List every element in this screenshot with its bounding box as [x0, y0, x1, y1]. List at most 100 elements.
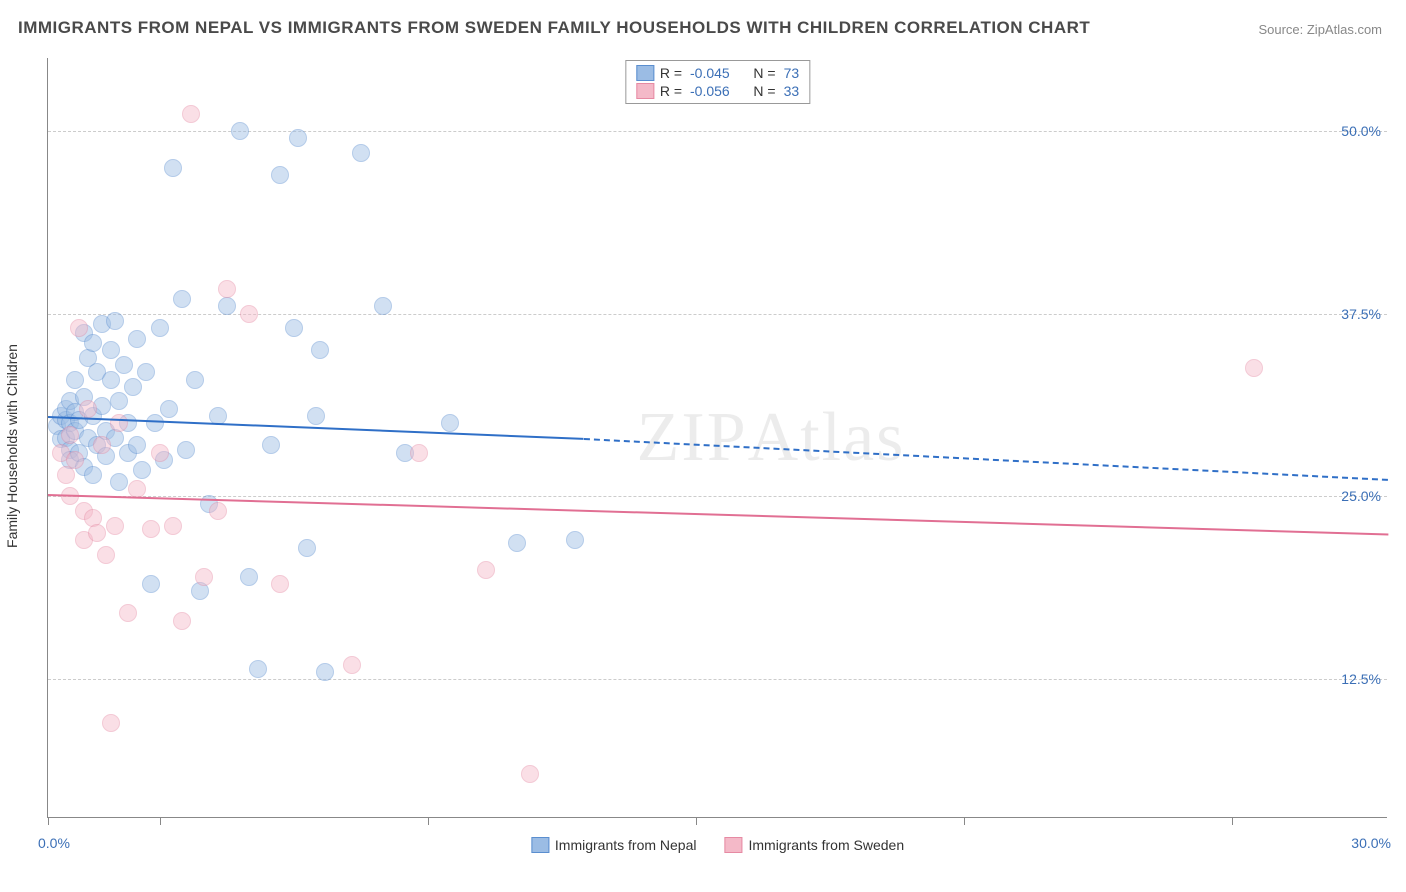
data-point: [195, 568, 213, 586]
data-point: [88, 524, 106, 542]
data-point: [218, 297, 236, 315]
data-point: [124, 378, 142, 396]
legend-n-label: N =: [753, 83, 775, 99]
x-tick: [964, 817, 965, 825]
x-tick: [48, 817, 49, 825]
data-point: [374, 297, 392, 315]
data-point: [173, 612, 191, 630]
data-point: [106, 517, 124, 535]
data-point: [271, 575, 289, 593]
legend-r-value: -0.045: [690, 65, 730, 81]
legend-row: R = -0.045 N = 73: [636, 64, 799, 82]
plot-area: ZIPAtlas R =-0.045 N =73R =-0.056 N =33 …: [47, 58, 1387, 818]
data-point: [289, 129, 307, 147]
data-point: [106, 312, 124, 330]
data-point: [285, 319, 303, 337]
data-point: [441, 414, 459, 432]
data-point: [128, 330, 146, 348]
data-point: [218, 280, 236, 298]
data-point: [142, 520, 160, 538]
legend-item: Immigrants from Sweden: [724, 837, 904, 853]
data-point: [128, 436, 146, 454]
data-point: [93, 436, 111, 454]
data-point: [84, 334, 102, 352]
data-point: [521, 765, 539, 783]
legend-r-label: R =: [660, 83, 682, 99]
data-point: [164, 517, 182, 535]
data-point: [173, 290, 191, 308]
legend-n-value: 33: [784, 83, 800, 99]
y-tick-label: 12.5%: [1341, 671, 1381, 687]
data-point: [133, 461, 151, 479]
data-point: [160, 400, 178, 418]
data-point: [97, 546, 115, 564]
data-point: [128, 480, 146, 498]
data-point: [316, 663, 334, 681]
y-axis-label: Family Households with Children: [4, 344, 20, 548]
data-point: [110, 473, 128, 491]
data-point: [102, 371, 120, 389]
data-point: [151, 444, 169, 462]
data-point: [1245, 359, 1263, 377]
data-point: [262, 436, 280, 454]
data-point: [240, 568, 258, 586]
x-tick: [696, 817, 697, 825]
legend-r-value: -0.056: [690, 83, 730, 99]
y-tick-label: 37.5%: [1341, 306, 1381, 322]
legend-item: Immigrants from Nepal: [531, 837, 697, 853]
data-point: [240, 305, 258, 323]
correlation-legend: R = -0.045 N = 73 R = -0.056 N = 33: [625, 60, 810, 104]
trend-line: [48, 494, 1388, 535]
data-point: [115, 356, 133, 374]
legend-r-label: R =: [660, 65, 682, 81]
watermark: ZIPAtlas: [637, 398, 906, 478]
x-axis-max-label: 30.0%: [1351, 835, 1391, 851]
legend-swatch: [724, 837, 742, 853]
data-point: [508, 534, 526, 552]
data-point: [146, 414, 164, 432]
data-point: [102, 714, 120, 732]
data-point: [182, 105, 200, 123]
legend-n-label: N =: [753, 65, 775, 81]
x-tick: [1232, 817, 1233, 825]
data-point: [151, 319, 169, 337]
data-point: [119, 604, 137, 622]
data-point: [142, 575, 160, 593]
legend-swatch: [531, 837, 549, 853]
legend-swatch: [636, 65, 654, 81]
legend-swatch: [636, 83, 654, 99]
data-point: [110, 414, 128, 432]
legend-n-value: 73: [784, 65, 800, 81]
data-point: [410, 444, 428, 462]
data-point: [271, 166, 289, 184]
data-point: [311, 341, 329, 359]
data-point: [66, 371, 84, 389]
data-point: [186, 371, 204, 389]
source-attribution: Source: ZipAtlas.com: [1258, 22, 1382, 37]
y-tick-label: 25.0%: [1341, 488, 1381, 504]
legend-label: Immigrants from Nepal: [555, 837, 697, 853]
x-tick: [428, 817, 429, 825]
data-point: [110, 392, 128, 410]
gridline-horizontal: [48, 679, 1387, 680]
data-point: [249, 660, 267, 678]
data-point: [84, 466, 102, 484]
data-point: [209, 502, 227, 520]
trend-line: [584, 438, 1388, 481]
data-point: [79, 400, 97, 418]
data-point: [566, 531, 584, 549]
y-tick-label: 50.0%: [1341, 123, 1381, 139]
data-point: [231, 122, 249, 140]
data-point: [352, 144, 370, 162]
x-axis-min-label: 0.0%: [38, 835, 70, 851]
data-point: [66, 451, 84, 469]
legend-row: R = -0.056 N = 33: [636, 82, 799, 100]
data-point: [343, 656, 361, 674]
data-point: [70, 319, 88, 337]
series-legend: Immigrants from Nepal Immigrants from Swe…: [531, 837, 904, 853]
data-point: [137, 363, 155, 381]
data-point: [298, 539, 316, 557]
legend-label: Immigrants from Sweden: [748, 837, 904, 853]
data-point: [307, 407, 325, 425]
data-point: [177, 441, 195, 459]
